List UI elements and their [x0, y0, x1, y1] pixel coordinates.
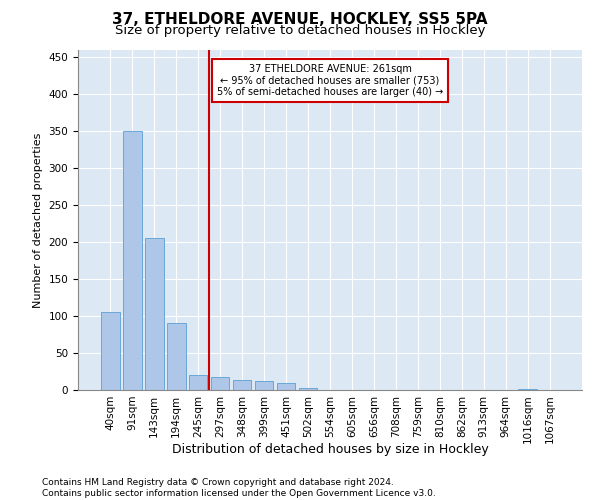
Bar	[211, 376, 229, 390]
Bar	[299, 388, 317, 390]
Text: Size of property relative to detached houses in Hockley: Size of property relative to detached ho…	[115, 24, 485, 37]
Text: Contains HM Land Registry data © Crown copyright and database right 2024.
Contai: Contains HM Land Registry data © Crown c…	[42, 478, 436, 498]
Text: 37, ETHELDORE AVENUE, HOCKLEY, SS5 5PA: 37, ETHELDORE AVENUE, HOCKLEY, SS5 5PA	[112, 12, 488, 28]
Bar	[233, 380, 251, 390]
Text: 37 ETHELDORE AVENUE: 261sqm
← 95% of detached houses are smaller (753)
5% of sem: 37 ETHELDORE AVENUE: 261sqm ← 95% of det…	[217, 64, 443, 97]
Bar	[189, 375, 208, 390]
Bar	[167, 324, 185, 390]
Bar	[145, 238, 164, 390]
Bar	[277, 382, 295, 390]
Y-axis label: Number of detached properties: Number of detached properties	[33, 132, 43, 308]
Bar	[123, 132, 142, 390]
Bar	[101, 312, 119, 390]
Bar	[255, 381, 274, 390]
Text: Distribution of detached houses by size in Hockley: Distribution of detached houses by size …	[172, 442, 488, 456]
Bar	[518, 388, 537, 390]
